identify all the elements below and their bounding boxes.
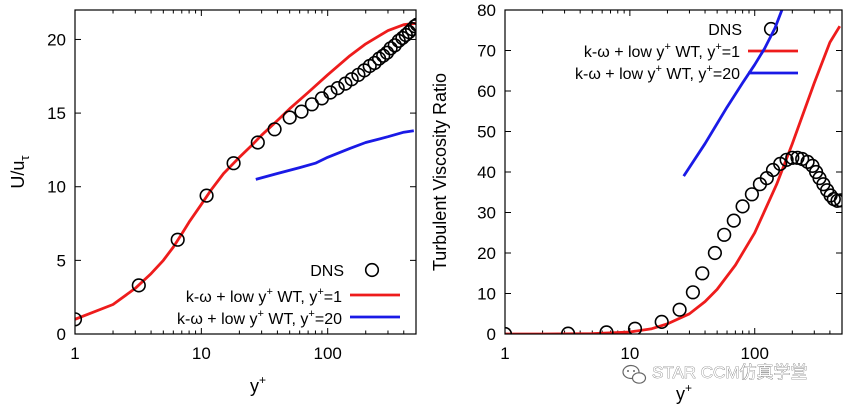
dns-marker — [735, 199, 750, 214]
y-tick-label: 50 — [477, 123, 496, 142]
series-line-1 — [505, 25, 841, 334]
y-tick-label: 10 — [477, 285, 496, 304]
legend-marker-dns — [364, 262, 380, 278]
axis-ticks: 1 10 100 0 10 20 30 40 50 60 70 80 — [477, 1, 843, 363]
dns-marker — [599, 325, 614, 334]
dns-marker — [744, 187, 760, 202]
y-tick-label: 30 — [477, 204, 496, 223]
legend-label-y1: k-ω + low y+ WT, y+=1 — [186, 286, 342, 306]
y-axis-title: U/uτ — [8, 155, 32, 189]
y-tick-label: 40 — [477, 163, 496, 182]
x-tick-label: 100 — [314, 344, 342, 363]
legend: DNS k-ω + low y+ WT, y+=1 k-ω + low y+ W… — [575, 21, 798, 83]
y-tick-label: 20 — [47, 30, 66, 49]
plot-frame — [504, 9, 843, 335]
x-axis-title: y+ — [250, 373, 266, 396]
y-tick-label: 5 — [57, 251, 66, 270]
y-axis-title-sub: τ — [17, 155, 32, 161]
y-tick-label: 15 — [47, 104, 66, 123]
dns-marker — [695, 266, 710, 281]
dns-marker — [379, 45, 395, 60]
dns-marker — [294, 104, 309, 119]
dns-marker — [685, 285, 701, 300]
x-tick-label: 10 — [192, 344, 211, 363]
y-tick-label: 0 — [487, 325, 496, 344]
dns-marker — [250, 135, 265, 150]
dns-marker — [367, 55, 382, 71]
dns-marker — [383, 41, 398, 56]
plot-frame — [74, 9, 417, 335]
dns-marker — [170, 232, 185, 247]
x-tick-label: 100 — [741, 344, 769, 363]
dns-marker — [833, 193, 842, 208]
dns-marker — [282, 110, 297, 125]
y-tick-label: 20 — [477, 244, 496, 263]
dns-marker — [654, 314, 669, 330]
legend-label-y1: k-ω + low y+ WT, y+=1 — [584, 41, 740, 61]
y-tick-label: 10 — [47, 178, 66, 197]
dns-marker — [387, 38, 402, 53]
dns-marker — [267, 122, 282, 137]
legend-label-dns: DNS — [708, 22, 742, 39]
y-tick-label: 60 — [477, 82, 496, 101]
dns-marker — [707, 245, 723, 261]
dns-marker — [404, 22, 416, 37]
watermark-text: STAR CCM仿真学堂 — [652, 363, 808, 382]
x-axis-title-base: y — [250, 376, 259, 396]
y-tick-label: 0 — [57, 325, 66, 344]
wechat-icon — [622, 364, 647, 384]
x-axis-title-base: y — [676, 384, 685, 404]
series-line-1 — [75, 21, 416, 321]
dns-marker — [717, 227, 732, 242]
dns-marker — [330, 80, 345, 96]
x-axis-title-sup: + — [685, 381, 692, 395]
legend-label-y20: k-ω + low y+ WT, y+=20 — [177, 308, 342, 328]
x-axis-title: y+ — [676, 381, 692, 404]
dns-marker — [800, 154, 815, 169]
y-axis-title-base: U/u — [8, 161, 28, 189]
legend-label-dns: DNS — [310, 263, 344, 280]
plot-series — [75, 17, 416, 327]
series-line-2 — [255, 129, 414, 181]
dns-marker — [672, 302, 687, 317]
dns-marker — [226, 156, 241, 171]
dns-marker — [410, 17, 416, 32]
legend-label-y20: k-ω + low y+ WT, y+=20 — [575, 63, 740, 83]
axis-ticks: 1 10 100 0 5 10 15 20 — [47, 10, 417, 363]
x-axis-title-sup: + — [259, 373, 266, 387]
viscosity-ratio-chart: Turbulent Viscosity Ratio y+ DNS k-ω + l… — [430, 1, 843, 404]
x-tick-label: 1 — [70, 344, 79, 363]
dns-marker — [407, 19, 416, 34]
dns-marker — [779, 152, 794, 167]
dns-marker — [376, 48, 391, 63]
series-line-2 — [682, 10, 784, 177]
dns-marker — [726, 213, 741, 228]
dns-marker — [199, 188, 214, 203]
dns-marker — [785, 150, 800, 165]
y-tick-label: 70 — [477, 42, 496, 61]
x-tick-label: 1 — [500, 344, 509, 363]
dns-marker — [75, 312, 83, 327]
dns-marker — [131, 278, 146, 293]
dns-marker — [323, 85, 338, 100]
y-axis-title: Turbulent Viscosity Ratio — [430, 73, 450, 271]
y-tick-label: 80 — [477, 1, 496, 20]
velocity-profile-chart: U/uτ y+ DNS k-ω + low y+ WT, y+=1 k-ω + … — [8, 9, 417, 396]
watermark: STAR CCM仿真学堂 — [622, 363, 808, 384]
x-tick-label: 10 — [620, 344, 639, 363]
dns-marker — [314, 91, 330, 106]
dns-marker — [627, 321, 643, 334]
legend: DNS k-ω + low y+ WT, y+=1 k-ω + low y+ W… — [177, 262, 400, 328]
